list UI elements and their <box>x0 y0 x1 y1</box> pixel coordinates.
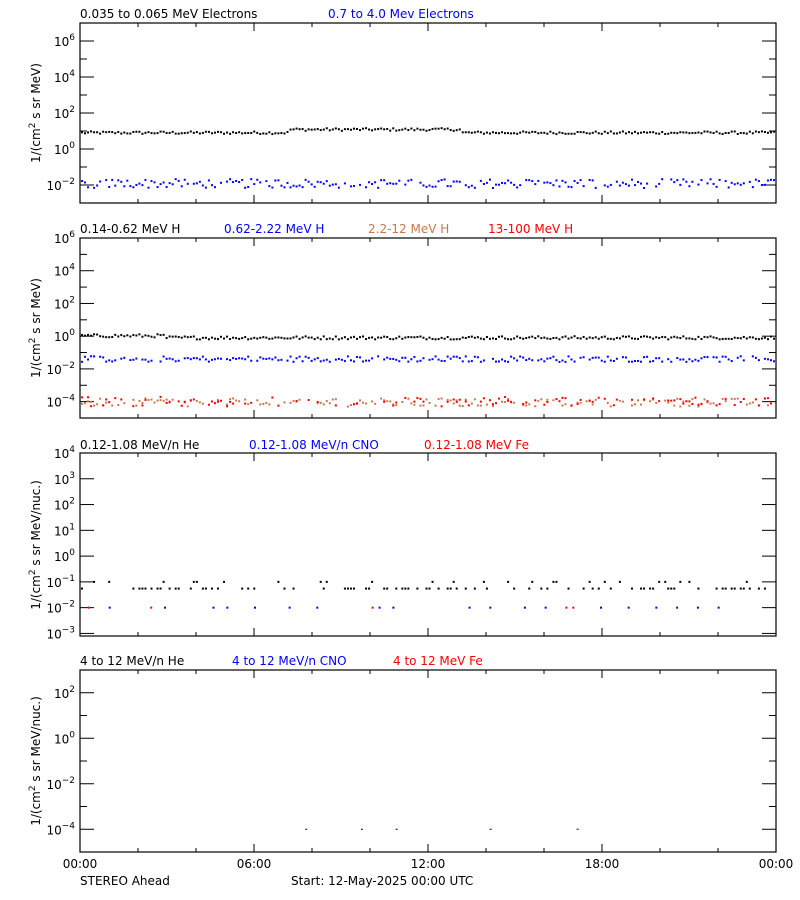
y-axis-label: 1/(cm2 s sr MeV/nuc.) <box>28 480 43 610</box>
panel-heavy-ions-low: 0.12-1.08 MeV/n He 0.12-1.08 MeV/n CNO 0… <box>28 438 777 641</box>
svg-text:106: 106 <box>54 230 75 246</box>
legend-electrons-high: 0.7 to 4.0 Mev Electrons <box>328 7 474 21</box>
spacecraft-label: STEREO Ahead <box>80 874 170 888</box>
svg-text:103: 103 <box>54 471 75 487</box>
svg-text:10−4: 10−4 <box>46 394 75 410</box>
legend-cno-low: 0.12-1.08 MeV/n CNO <box>249 438 379 452</box>
x-tick-label: 00:00 <box>759 857 794 871</box>
svg-text:10−4: 10−4 <box>46 821 75 837</box>
y-axis-ticks: 10−4 10−2 100 102 104 106 <box>46 230 777 419</box>
svg-text:100: 100 <box>54 141 75 157</box>
legend-fe-high: 4 to 12 MeV Fe <box>393 654 483 668</box>
panel-protons: 0.14-0.62 MeV H 0.62-2.22 MeV H 2.2-12 M… <box>28 222 777 419</box>
svg-text:106: 106 <box>54 33 75 49</box>
svg-text:104: 104 <box>54 263 75 279</box>
svg-text:100: 100 <box>54 328 75 344</box>
svg-text:10−2: 10−2 <box>46 776 75 792</box>
y-axis-ticks: 10−2 100 102 104 106 <box>46 22 777 204</box>
legend-cno-high: 4 to 12 MeV/n CNO <box>232 654 347 668</box>
start-time-label: Start: 12-May-2025 00:00 UTC <box>291 874 473 888</box>
x-axis-labels: 00:00 06:00 12:00 18:00 00:00 <box>63 857 794 871</box>
y-axis-ticks: 10−4 10−2 100 102 <box>46 669 777 853</box>
legend-h-3: 2.2-12 MeV H <box>368 222 449 236</box>
svg-text:10−2: 10−2 <box>46 600 75 616</box>
svg-text:10−2: 10−2 <box>46 177 75 193</box>
svg-text:10−2: 10−2 <box>46 361 75 377</box>
svg-text:100: 100 <box>54 730 75 746</box>
panel-heavy-ions-high: 4 to 12 MeV/n He 4 to 12 MeV/n CNO 4 to … <box>28 654 777 853</box>
x-tick-label: 12:00 <box>411 857 446 871</box>
svg-text:102: 102 <box>54 685 75 701</box>
y-axis-label: 1/(cm2 s sr MeV) <box>28 63 43 163</box>
y-axis-label: 1/(cm2 s sr MeV) <box>28 278 43 378</box>
svg-text:104: 104 <box>54 69 75 85</box>
x-tick-label: 00:00 <box>63 857 98 871</box>
plot-frame <box>79 452 777 637</box>
data-points <box>81 127 775 190</box>
svg-text:102: 102 <box>54 497 75 513</box>
svg-text:100: 100 <box>54 548 75 564</box>
svg-text:10−1: 10−1 <box>46 574 75 590</box>
legend-h-2: 0.62-2.22 MeV H <box>224 222 324 236</box>
x-tick-label: 06:00 <box>237 857 272 871</box>
legend-electrons-low: 0.035 to 0.065 MeV Electrons <box>80 7 257 21</box>
data-points <box>81 580 766 609</box>
panel-electrons: 0.035 to 0.065 MeV Electrons 0.7 to 4.0 … <box>28 7 777 204</box>
legend-h-4: 13-100 MeV H <box>488 222 573 236</box>
data-points <box>305 828 579 830</box>
plot-frame <box>79 22 777 204</box>
y-axis-ticks: 10−3 10−2 10−1 100 101 102 103 104 <box>46 445 777 641</box>
legend-h-1: 0.14-0.62 MeV H <box>80 222 180 236</box>
data-points <box>81 333 775 408</box>
svg-text:101: 101 <box>54 522 75 538</box>
svg-text:102: 102 <box>54 295 75 311</box>
svg-text:102: 102 <box>54 105 75 121</box>
plot-frame <box>79 669 777 853</box>
legend-he-high: 4 to 12 MeV/n He <box>80 654 184 668</box>
plot-frame <box>79 237 777 419</box>
legend-fe-low: 0.12-1.08 MeV Fe <box>424 438 529 452</box>
svg-text:10−3: 10−3 <box>46 625 75 641</box>
y-axis-label: 1/(cm2 s sr MeV/nuc.) <box>28 696 43 826</box>
x-tick-label: 18:00 <box>585 857 620 871</box>
legend-he-low: 0.12-1.08 MeV/n He <box>80 438 199 452</box>
svg-text:104: 104 <box>54 445 75 461</box>
